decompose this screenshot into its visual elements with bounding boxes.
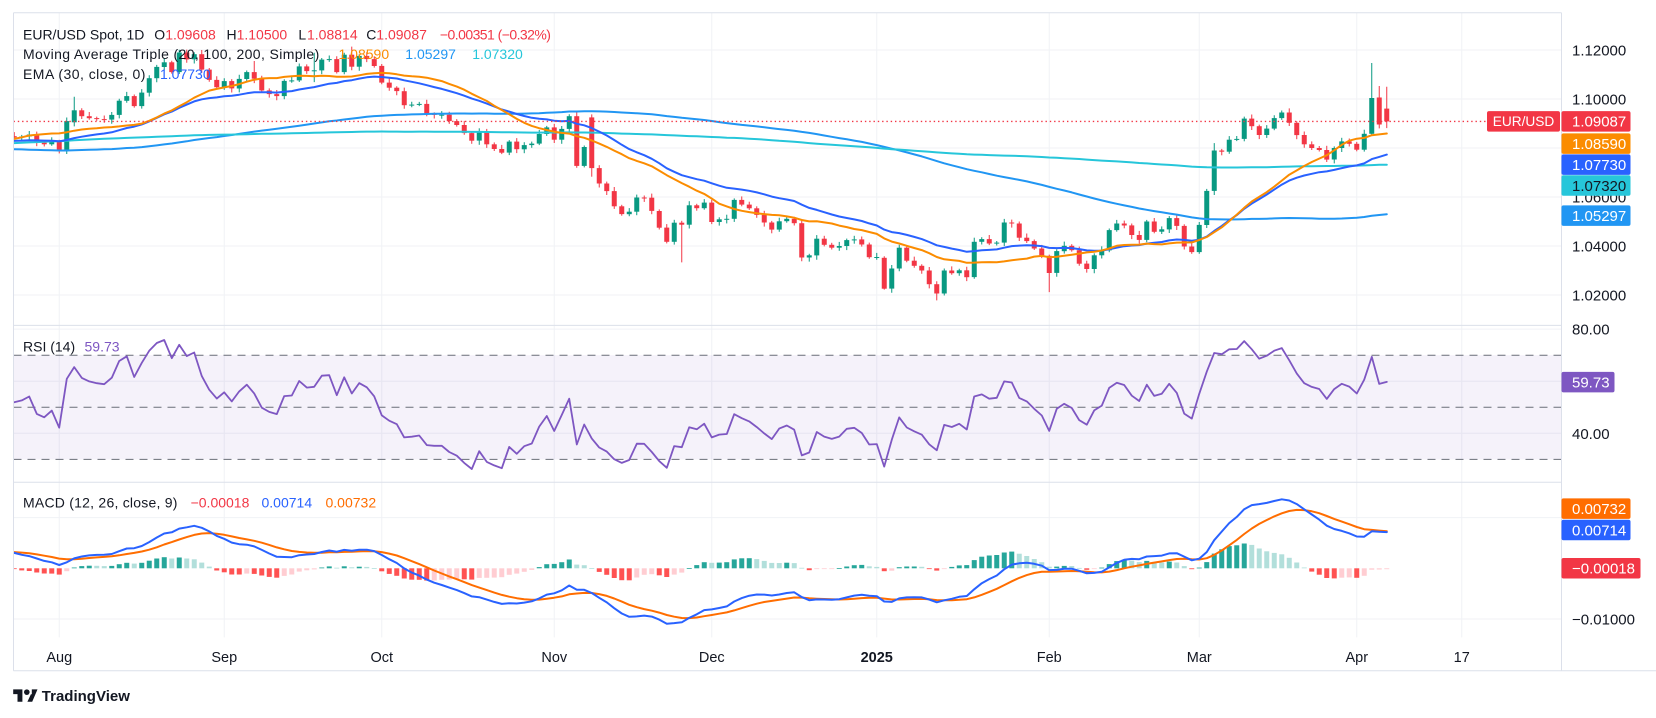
svg-text:1.07320: 1.07320 (472, 46, 523, 62)
svg-text:1.10500: 1.10500 (237, 27, 288, 43)
svg-text:59.73: 59.73 (85, 338, 120, 354)
svg-text:1.05297: 1.05297 (405, 46, 456, 62)
svg-text:0.00732: 0.00732 (326, 495, 377, 511)
svg-text:−0.00351 (−0.32%): −0.00351 (−0.32%) (440, 27, 551, 43)
svg-text:1.09608: 1.09608 (165, 27, 216, 43)
svg-text:EMA (30, close, 0): EMA (30, close, 0) (23, 66, 146, 82)
svg-text:Aug: Aug (46, 650, 72, 666)
svg-text:Apr: Apr (1345, 650, 1368, 666)
svg-text:2025: 2025 (861, 650, 893, 666)
svg-text:1.02000: 1.02000 (1572, 288, 1626, 305)
svg-text:L: L (298, 27, 306, 43)
svg-text:1.05297: 1.05297 (1572, 208, 1626, 225)
svg-text:1.09087: 1.09087 (1572, 114, 1626, 131)
svg-text:1.07320: 1.07320 (1572, 178, 1626, 195)
svg-text:1.08590: 1.08590 (339, 46, 390, 62)
svg-text:−0.01000: −0.01000 (1572, 612, 1635, 629)
svg-text:TradingView: TradingView (42, 688, 130, 705)
svg-text:Feb: Feb (1037, 650, 1062, 666)
svg-text:1.08814: 1.08814 (307, 27, 358, 43)
svg-text:Mar: Mar (1187, 650, 1212, 666)
svg-text:1.08590: 1.08590 (1572, 136, 1626, 153)
svg-text:1.07730: 1.07730 (1572, 157, 1626, 174)
svg-text:MACD (12, 26, close, 9): MACD (12, 26, close, 9) (23, 495, 178, 511)
svg-text:1.10000: 1.10000 (1572, 92, 1626, 109)
svg-text:Moving Average Triple (20, 100: Moving Average Triple (20, 100, 200, Sim… (23, 46, 320, 62)
svg-text:0.00714: 0.00714 (262, 495, 313, 511)
svg-text:1.12000: 1.12000 (1572, 43, 1626, 60)
svg-text:Sep: Sep (211, 650, 237, 666)
svg-text:17: 17 (1454, 650, 1470, 666)
svg-text:EUR/USD: EUR/USD (1493, 114, 1555, 129)
svg-text:Oct: Oct (370, 650, 393, 666)
svg-text:Dec: Dec (699, 650, 725, 666)
svg-text:Nov: Nov (541, 650, 568, 666)
svg-text:80.00: 80.00 (1572, 322, 1610, 339)
svg-text:−0.00018: −0.00018 (1572, 561, 1635, 578)
svg-text:C: C (366, 27, 376, 43)
svg-text:40.00: 40.00 (1572, 426, 1610, 443)
svg-text:RSI (14): RSI (14) (23, 338, 75, 354)
svg-text:H: H (227, 27, 237, 43)
svg-text:O: O (154, 27, 165, 43)
svg-text:59.73: 59.73 (1572, 375, 1610, 392)
svg-text:EUR/USD Spot, 1D: EUR/USD Spot, 1D (23, 27, 144, 43)
svg-text:1.07730: 1.07730 (160, 66, 211, 82)
svg-text:1.09087: 1.09087 (376, 27, 427, 43)
svg-text:0.00714: 0.00714 (1572, 522, 1626, 539)
svg-text:−0.00018: −0.00018 (191, 495, 250, 511)
svg-text:1.04000: 1.04000 (1572, 239, 1626, 256)
svg-text:0.00732: 0.00732 (1572, 501, 1626, 518)
